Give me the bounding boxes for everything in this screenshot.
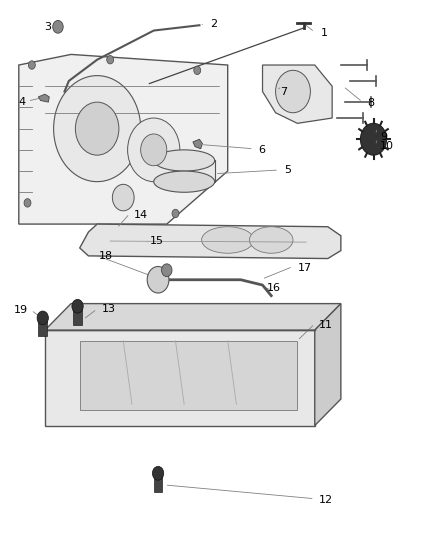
Text: 18: 18 bbox=[99, 251, 113, 261]
Circle shape bbox=[147, 266, 169, 293]
Text: 7: 7 bbox=[280, 86, 287, 96]
Circle shape bbox=[72, 300, 83, 313]
Circle shape bbox=[127, 118, 180, 182]
Circle shape bbox=[53, 76, 141, 182]
Polygon shape bbox=[80, 224, 341, 259]
Text: 6: 6 bbox=[258, 145, 265, 155]
Text: 14: 14 bbox=[134, 209, 148, 220]
Circle shape bbox=[141, 134, 167, 166]
Polygon shape bbox=[315, 304, 341, 425]
Text: 4: 4 bbox=[18, 97, 25, 107]
Text: 17: 17 bbox=[297, 263, 311, 272]
Polygon shape bbox=[73, 309, 82, 325]
Polygon shape bbox=[154, 160, 215, 182]
Text: 13: 13 bbox=[102, 304, 116, 314]
Text: 2: 2 bbox=[210, 19, 217, 29]
Polygon shape bbox=[193, 139, 202, 149]
Text: 3: 3 bbox=[44, 22, 51, 32]
Polygon shape bbox=[19, 54, 228, 224]
Circle shape bbox=[113, 184, 134, 211]
Polygon shape bbox=[262, 65, 332, 123]
Ellipse shape bbox=[201, 227, 254, 253]
Circle shape bbox=[172, 209, 179, 217]
Text: 5: 5 bbox=[284, 165, 291, 175]
Ellipse shape bbox=[154, 150, 215, 171]
Ellipse shape bbox=[250, 227, 293, 253]
Circle shape bbox=[152, 466, 164, 480]
Circle shape bbox=[37, 311, 48, 325]
Circle shape bbox=[162, 264, 172, 277]
Polygon shape bbox=[39, 94, 49, 102]
Text: 16: 16 bbox=[267, 282, 281, 293]
Circle shape bbox=[75, 102, 119, 155]
Polygon shape bbox=[45, 330, 315, 425]
Circle shape bbox=[24, 199, 31, 207]
Circle shape bbox=[53, 20, 63, 33]
Polygon shape bbox=[80, 341, 297, 410]
Ellipse shape bbox=[154, 171, 215, 192]
Text: 1: 1 bbox=[321, 28, 328, 38]
Text: 12: 12 bbox=[319, 495, 333, 505]
Polygon shape bbox=[154, 476, 162, 492]
Circle shape bbox=[194, 66, 201, 75]
Circle shape bbox=[276, 70, 311, 113]
Circle shape bbox=[360, 123, 387, 155]
Polygon shape bbox=[39, 320, 47, 336]
Circle shape bbox=[107, 55, 114, 64]
Text: 10: 10 bbox=[380, 141, 394, 151]
Text: 15: 15 bbox=[149, 236, 163, 246]
Circle shape bbox=[28, 61, 35, 69]
Polygon shape bbox=[45, 304, 341, 330]
Text: 11: 11 bbox=[319, 320, 333, 330]
Text: 9: 9 bbox=[380, 132, 387, 142]
Text: 19: 19 bbox=[14, 305, 28, 315]
Text: 8: 8 bbox=[367, 98, 374, 108]
